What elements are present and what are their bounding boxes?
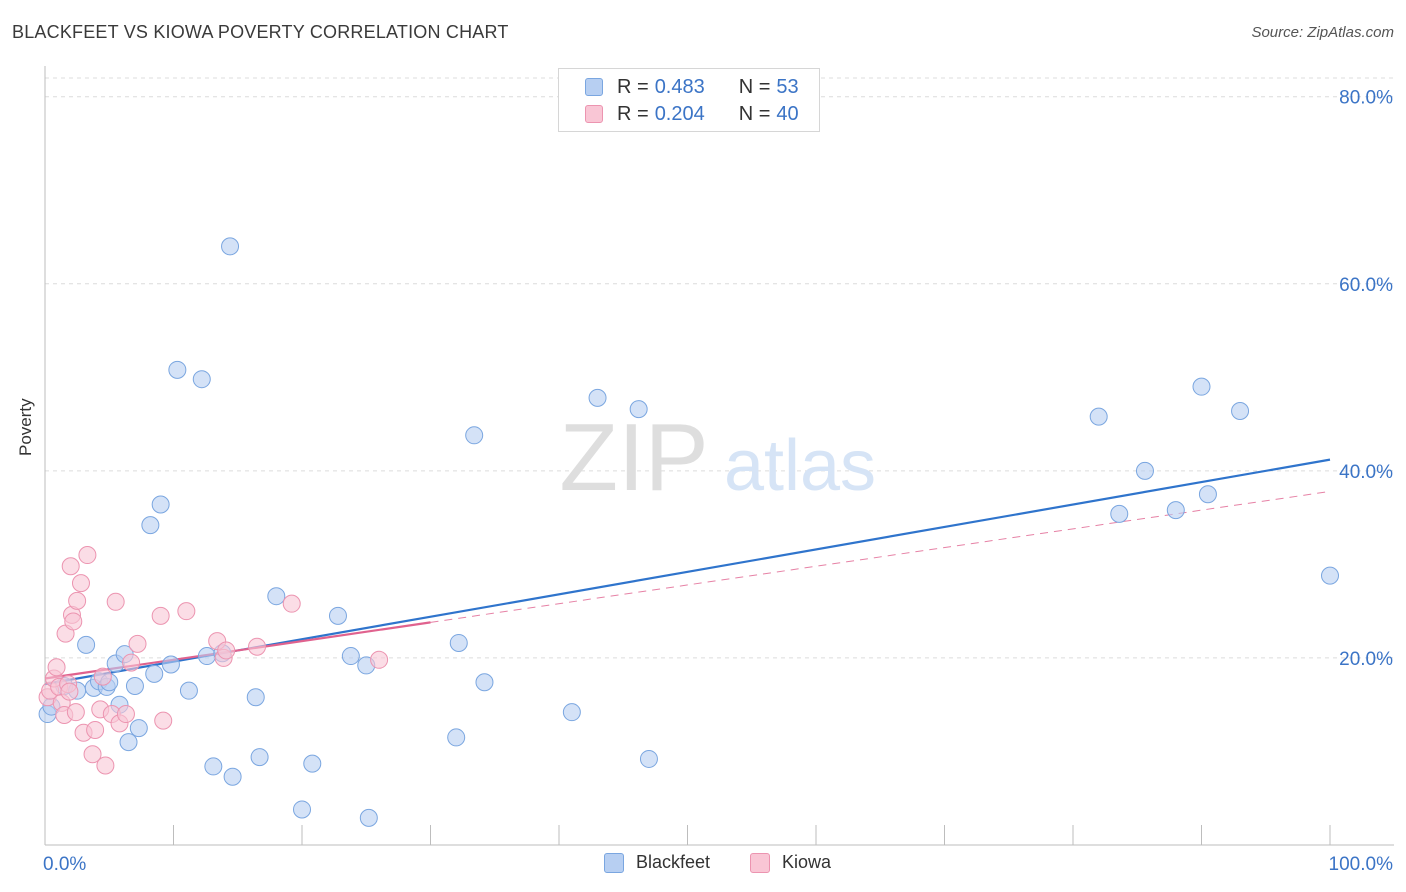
kiowa-point: [128, 634, 147, 653]
blackfeet-point: [303, 754, 322, 773]
blackfeet-point: [141, 516, 160, 535]
blackfeet-point: [1166, 501, 1185, 520]
kiowa-point: [154, 711, 173, 730]
blackfeet-point: [293, 800, 311, 819]
legend-n-label: N =: [738, 75, 771, 98]
blackfeet-point: [639, 749, 658, 768]
kiowa-point: [122, 653, 141, 672]
legend-r-value: 0.483: [654, 75, 705, 98]
y-tick-label: 60.0%: [1339, 275, 1393, 296]
blackfeet-point: [588, 388, 607, 407]
kiowa-point: [86, 720, 105, 739]
chart-source: Source: ZipAtlas.com: [1251, 24, 1394, 41]
data-points: [38, 237, 1339, 827]
y-tick-label: 40.0%: [1339, 462, 1393, 483]
kiowa-point: [78, 546, 97, 565]
axes: [44, 66, 1394, 846]
blackfeet-point: [1231, 401, 1250, 420]
watermark: ZIP atlas: [559, 404, 876, 511]
x-tick-label: 100.0%: [1329, 854, 1394, 875]
kiowa-swatch: [750, 852, 770, 873]
legend-row-blackfeet: R = 0.483 N = 53: [585, 75, 799, 99]
blackfeet-point: [475, 673, 494, 692]
blackfeet-swatch: [604, 852, 624, 873]
legend-n-label: N =: [738, 102, 771, 125]
kiowa-point: [116, 705, 135, 724]
blackfeet-point: [246, 688, 265, 707]
y-axis-label: Poverty: [16, 398, 35, 456]
blackfeet-point: [223, 767, 242, 786]
tick-labels: 20.0% 40.0% 60.0% 80.0% 0.0% 100.0%: [43, 88, 1393, 875]
kiowa-point: [106, 592, 125, 611]
bottom-legend-label: Blackfeet: [636, 852, 711, 872]
blackfeet-point: [125, 676, 144, 695]
kiowa-point: [217, 641, 236, 660]
bottom-legend-blackfeet: Blackfeet: [604, 852, 710, 873]
legend-n-value: 53: [776, 75, 799, 98]
y-tick-label: 20.0%: [1339, 649, 1393, 670]
kiowa-point: [93, 667, 112, 686]
blackfeet-point: [161, 655, 180, 674]
kiowa-point: [370, 650, 389, 669]
blackfeet-point: [562, 703, 581, 722]
legend-r-label: R =: [617, 102, 649, 125]
blackfeet-point: [1089, 407, 1108, 426]
blackfeet-point: [1321, 566, 1339, 585]
blackfeet-swatch: [585, 78, 603, 96]
blackfeet-point: [629, 400, 648, 419]
kiowa-point: [64, 612, 83, 631]
blackfeet-point: [1198, 485, 1217, 504]
kiowa-point: [83, 745, 102, 764]
legend-row-kiowa: R = 0.204 N = 40: [585, 102, 799, 126]
blackfeet-point: [250, 748, 269, 767]
legend-n-value: 40: [776, 102, 799, 125]
blackfeet-point: [1110, 504, 1129, 523]
blackfeet-point: [1135, 461, 1154, 480]
watermark-atlas: atlas: [724, 426, 876, 506]
blackfeet-point: [179, 681, 198, 700]
kiowa-point: [177, 602, 196, 621]
kiowa-point: [248, 637, 267, 656]
blackfeet-point: [204, 757, 223, 776]
blackfeet-point: [221, 237, 240, 256]
kiowa-point: [71, 574, 90, 593]
y-tick-label: 80.0%: [1339, 88, 1393, 109]
bottom-legend-kiowa: Kiowa: [750, 852, 831, 873]
x-tick-label: 0.0%: [43, 854, 86, 875]
stats-legend: R = 0.483 N = 53 R = 0.204 N = 40: [558, 68, 820, 132]
blackfeet-point: [449, 633, 468, 652]
watermark-zip: ZIP: [559, 404, 708, 511]
kiowa-point: [66, 703, 85, 722]
kiowa-point: [151, 606, 170, 625]
blackfeet-point: [77, 635, 96, 654]
blackfeet-point: [145, 664, 164, 683]
grid-lines: [45, 77, 1394, 659]
kiowa-point: [60, 682, 79, 701]
blackfeet-point: [129, 719, 148, 738]
legend-r-label: R =: [617, 75, 649, 98]
legend-r-value: 0.204: [654, 102, 705, 125]
chart-title: BLACKFEET VS KIOWA POVERTY CORRELATION C…: [12, 22, 509, 42]
kiowa-point: [47, 658, 66, 677]
bottom-legend-label: Kiowa: [782, 852, 832, 872]
blackfeet-point: [359, 808, 378, 827]
blackfeet-point: [197, 647, 216, 666]
kiowa-trend-extension: [430, 490, 1331, 623]
blackfeet-point: [192, 370, 211, 389]
kiowa-point: [282, 594, 301, 613]
kiowa-point: [68, 591, 87, 610]
kiowa-swatch: [585, 105, 603, 123]
blackfeet-point: [341, 647, 360, 666]
blackfeet-point: [328, 606, 347, 625]
blackfeet-point: [1192, 377, 1211, 396]
blackfeet-point: [465, 426, 484, 445]
kiowa-point: [96, 756, 115, 775]
blackfeet-point: [151, 495, 170, 514]
blackfeet-point: [447, 728, 466, 747]
blackfeet-point: [267, 587, 286, 606]
kiowa-point: [61, 557, 80, 576]
blackfeet-point: [119, 733, 138, 752]
blackfeet-point: [168, 360, 187, 379]
